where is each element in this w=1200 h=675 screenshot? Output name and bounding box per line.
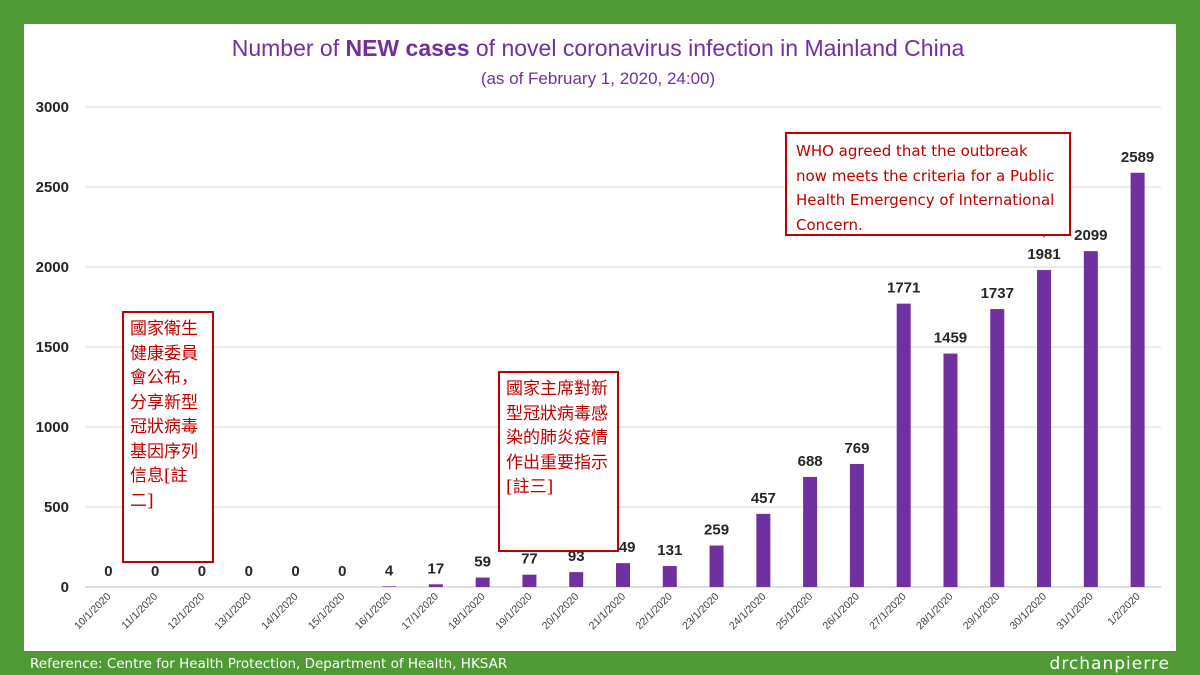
- chart-title-suffix: of novel coronavirus infection in Mainla…: [470, 35, 965, 61]
- x-tick-label: 17/1/2020: [399, 591, 441, 633]
- x-tick-label: 24/1/2020: [727, 591, 769, 633]
- data-label: 2099: [1074, 227, 1107, 244]
- data-label: 1771: [887, 280, 920, 297]
- annotation-gene-sequence: 國家衛生健康委員會公布，分享新型冠狀病毒基因序列信息[註二]: [122, 311, 214, 563]
- bar-17/1/2020: [428, 584, 443, 587]
- author-signature: drchanpierre: [1049, 654, 1170, 674]
- y-tick-label: 0: [61, 579, 69, 596]
- x-tick-label: 26/1/2020: [821, 591, 863, 633]
- bar-30/1/2020: [1037, 270, 1052, 587]
- data-label: 1981: [1027, 246, 1060, 263]
- x-tick-label: 16/1/2020: [353, 591, 395, 633]
- chart-title-bold: NEW cases: [345, 35, 469, 61]
- x-tick-label: 30/1/2020: [1008, 591, 1050, 633]
- bar-chart: Number of NEW cases of novel coronavirus…: [36, 35, 1161, 633]
- data-label: 0: [245, 563, 253, 580]
- x-tick-label: 22/1/2020: [633, 591, 675, 633]
- annotation-who-pheic: WHO agreed that the outbreak now meets t…: [785, 132, 1071, 236]
- data-label: 0: [104, 563, 112, 580]
- x-tick-label: 13/1/2020: [212, 591, 254, 633]
- bar-28/1/2020: [943, 353, 958, 587]
- data-label: 0: [151, 563, 159, 580]
- data-label: 1459: [934, 330, 967, 347]
- x-tick-label: 15/1/2020: [306, 591, 348, 633]
- bar-22/1/2020: [662, 566, 677, 587]
- bar-18/1/2020: [475, 577, 490, 587]
- y-tick-label: 2500: [36, 179, 69, 196]
- data-label: 4: [385, 562, 394, 579]
- x-tick-label: 19/1/2020: [493, 591, 535, 633]
- data-label: 2589: [1121, 149, 1154, 166]
- x-tick-label: 18/1/2020: [446, 591, 488, 633]
- data-label: 59: [474, 554, 491, 571]
- y-tick-label: 2000: [36, 259, 69, 276]
- x-tick-label: 31/1/2020: [1054, 591, 1096, 633]
- bar-25/1/2020: [803, 476, 818, 587]
- data-label: 0: [291, 563, 299, 580]
- bar-1/2/2020: [1130, 172, 1145, 587]
- x-tick-label: 1/2/2020: [1105, 591, 1142, 628]
- bar-26/1/2020: [849, 463, 864, 587]
- chart-panel: Number of NEW cases of novel coronavirus…: [24, 24, 1176, 651]
- x-tick-label: 25/1/2020: [774, 591, 816, 633]
- reference-note: Reference: Centre for Health Protection,…: [30, 656, 508, 672]
- x-tick-label: 23/1/2020: [680, 591, 722, 633]
- chart-title: Number of NEW cases of novel coronavirus…: [232, 35, 965, 61]
- bar-24/1/2020: [756, 513, 771, 587]
- x-tick-label: 12/1/2020: [166, 591, 208, 633]
- x-tick-label: 14/1/2020: [259, 591, 301, 633]
- bar-20/1/2020: [569, 572, 584, 587]
- bar-31/1/2020: [1083, 251, 1098, 587]
- x-tick-label: 27/1/2020: [867, 591, 909, 633]
- bar-16/1/2020: [382, 586, 397, 587]
- data-label: 0: [198, 563, 206, 580]
- x-tick-label: 29/1/2020: [961, 591, 1003, 633]
- bar-19/1/2020: [522, 574, 537, 587]
- data-label: 0: [338, 563, 346, 580]
- y-tick-label: 1000: [36, 419, 69, 436]
- chart-subtitle: (as of February 1, 2020, 24:00): [481, 69, 715, 88]
- bar-23/1/2020: [709, 545, 724, 587]
- bar-29/1/2020: [990, 309, 1005, 587]
- y-tick-label: 1500: [36, 339, 69, 356]
- y-tick-label: 500: [44, 499, 69, 516]
- chart-title-prefix: Number of: [232, 35, 346, 61]
- data-label: 93: [568, 548, 585, 565]
- bar-21/1/2020: [616, 563, 630, 587]
- x-tick-label: 21/1/2020: [587, 591, 629, 633]
- x-tick-label: 20/1/2020: [540, 591, 582, 633]
- annotation-president-instruction: 國家主席對新型冠狀病毒感染的肺炎疫情作出重要指示[註三]: [498, 371, 619, 552]
- data-label: 77: [521, 551, 538, 568]
- data-label: 769: [844, 440, 869, 457]
- y-tick-label: 3000: [36, 99, 69, 116]
- data-label: 17: [428, 560, 445, 577]
- data-label: 1737: [981, 285, 1014, 302]
- data-label: 131: [657, 542, 682, 559]
- x-tick-label: 11/1/2020: [119, 591, 160, 632]
- data-label: 259: [704, 522, 729, 539]
- data-label: 457: [751, 490, 776, 507]
- bar-27/1/2020: [896, 303, 911, 587]
- data-label: 688: [798, 453, 823, 470]
- x-tick-label: 28/1/2020: [914, 591, 956, 633]
- x-tick-label: 10/1/2020: [72, 591, 114, 633]
